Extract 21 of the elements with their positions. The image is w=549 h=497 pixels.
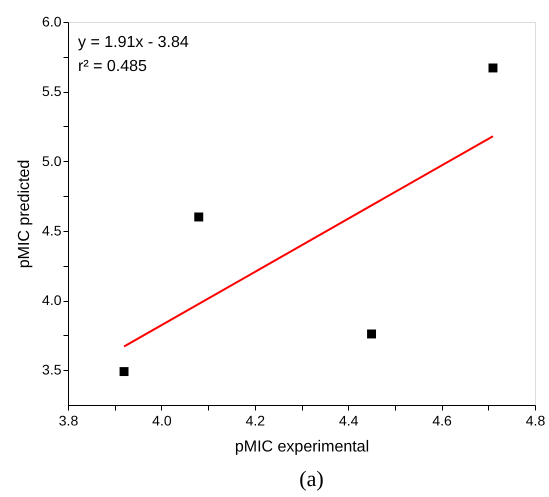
x-tick-label: 4.2 xyxy=(246,412,266,428)
x-tick-label: 4.4 xyxy=(338,412,359,428)
y-tick-label: 4.0 xyxy=(42,292,62,308)
point xyxy=(488,63,498,72)
x-axis-title: pMIC experimental xyxy=(234,438,370,456)
x-tick-label: 4.8 xyxy=(526,412,546,428)
y-tick-label: 3.5 xyxy=(42,362,62,378)
y-axis-title: pMIC predicted xyxy=(16,160,34,268)
point xyxy=(120,367,129,376)
x-tick-label: 4.0 xyxy=(152,412,172,428)
annotation: y = 1.91x - 3.84 xyxy=(78,34,189,51)
point xyxy=(194,212,204,222)
x-tick-label: 4.6 xyxy=(432,412,452,428)
point xyxy=(367,330,376,338)
text: (a) xyxy=(299,466,324,491)
y-tick-label: 5.5 xyxy=(42,83,62,100)
x-tick-label: 3.8 xyxy=(58,412,78,428)
annotation: r² = 0.485 xyxy=(78,58,148,75)
y-tick-label: 4.5 xyxy=(42,222,62,238)
y-tick-label: 5.0 xyxy=(42,152,62,169)
y-tick-label: 6.0 xyxy=(42,14,62,30)
